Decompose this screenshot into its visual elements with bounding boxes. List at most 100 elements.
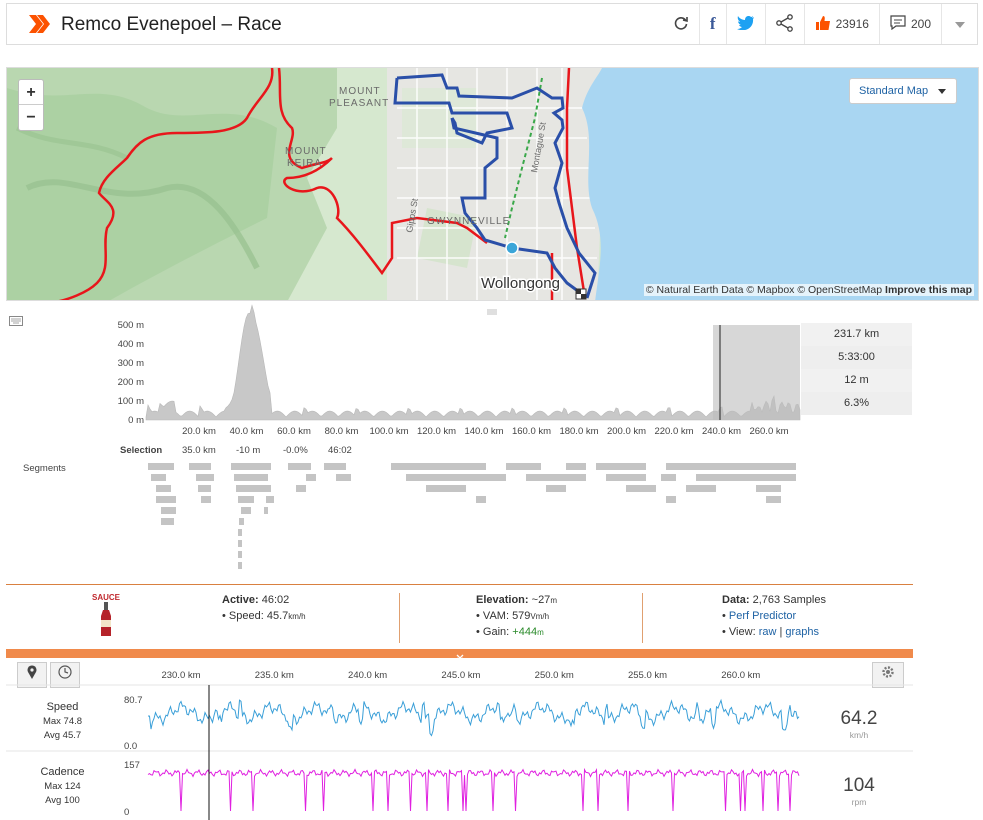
sauce-info-panel: SAUCE Active: 46:02 • Speed: 45.7km/h El… xyxy=(6,584,913,648)
segment-bar[interactable] xyxy=(566,463,586,470)
view-raw-link[interactable]: raw xyxy=(758,626,777,638)
elevation-x-tick: 160.0 km xyxy=(512,426,551,437)
segment-bar[interactable] xyxy=(391,463,486,470)
elevation-x-tick: 200.0 km xyxy=(607,426,646,437)
segment-bar[interactable] xyxy=(686,485,716,492)
stream-graph-canvas[interactable]: 230.0 km 235.0 km 240.0 km 245.0 km 250.0 km… xyxy=(6,658,913,820)
selection-range[interactable] xyxy=(713,325,800,420)
segment-bar[interactable] xyxy=(156,485,171,492)
segment-bar[interactable] xyxy=(238,562,242,569)
keyboard-icon[interactable] xyxy=(9,313,23,331)
share-button[interactable] xyxy=(764,4,804,44)
segment-bar[interactable] xyxy=(189,463,211,470)
comments-button[interactable]: 200 xyxy=(878,4,941,44)
segment-bar[interactable] xyxy=(324,463,346,470)
sauce-bottle-icon xyxy=(96,602,116,641)
segment-bar[interactable] xyxy=(526,474,586,481)
finish-flag-icon xyxy=(575,288,587,300)
segment-bar[interactable] xyxy=(239,518,244,525)
speed-current-value: 64.2 xyxy=(840,708,878,729)
label-mount-pleasant-1: MOUNT xyxy=(339,86,381,97)
label-gwynneville: GWYNNEVILLE xyxy=(427,216,510,227)
segment-bar[interactable] xyxy=(296,485,306,492)
time-axis-toggle[interactable] xyxy=(50,662,80,688)
segment-bar[interactable] xyxy=(241,507,251,514)
segment-bar[interactable] xyxy=(151,474,166,481)
segment-bar[interactable] xyxy=(596,463,646,470)
segment-bar[interactable] xyxy=(696,474,796,481)
segment-bar[interactable] xyxy=(666,463,796,470)
attribution-text: © Natural Earth Data © Mapbox © OpenStre… xyxy=(645,284,883,296)
label-mount-pleasant-2: PLEASANT xyxy=(329,98,389,109)
segment-bar[interactable] xyxy=(661,474,676,481)
elevation-x-tick: 120.0 km xyxy=(417,426,456,437)
facebook-icon: f xyxy=(709,14,716,33)
segment-bar[interactable] xyxy=(238,496,254,503)
segment-bar[interactable] xyxy=(426,485,466,492)
segment-bar[interactable] xyxy=(336,474,351,481)
selection-label: Selection xyxy=(120,445,162,456)
speed-row-label: Speed Max 74.8 Avg 45.7 xyxy=(6,701,119,741)
graph-x-tick: 235.0 km xyxy=(255,670,294,681)
segment-bar[interactable] xyxy=(156,496,176,503)
map-style-select[interactable]: Standard Map xyxy=(849,78,957,104)
segment-bar[interactable] xyxy=(148,463,174,470)
gain-label: Gain: xyxy=(482,626,510,638)
segment-bar[interactable] xyxy=(161,518,174,525)
segment-bar[interactable] xyxy=(231,463,271,470)
segment-bar[interactable] xyxy=(756,485,781,492)
double-chevron-down-icon xyxy=(456,649,464,667)
segment-bar[interactable] xyxy=(198,485,211,492)
segment-bar[interactable] xyxy=(288,463,311,470)
segment-bar[interactable] xyxy=(546,485,566,492)
elevation-chart[interactable]: 500 m 400 m 300 m 200 m 100 m 0 m 20.0 km 40.0… xyxy=(6,302,979,482)
elevation-x-tick: 260.0 km xyxy=(749,426,788,437)
kudos-button[interactable]: 23916 xyxy=(803,4,879,44)
speed-axis-bottom: 0.0 xyxy=(124,741,137,752)
gain-value: +444 xyxy=(512,626,538,638)
perf-predictor-link[interactable]: Perf Predictor xyxy=(728,610,797,622)
map-resize-handle[interactable] xyxy=(487,302,497,315)
graph-x-tick: 260.0 km xyxy=(721,670,760,681)
kudos-count: 23916 xyxy=(835,17,869,31)
segment-bar[interactable] xyxy=(626,485,656,492)
segments-chart[interactable] xyxy=(6,460,979,580)
elevation-y-tick: 500 m xyxy=(118,320,144,331)
segment-bar[interactable] xyxy=(201,496,211,503)
more-actions-dropdown[interactable] xyxy=(941,4,977,44)
segment-bar[interactable] xyxy=(236,485,271,492)
route-map[interactable]: MOUNT PLEASANT MOUNT KEIRA GWYNNEVILLE M… xyxy=(6,67,979,301)
map-pin-toggle[interactable] xyxy=(17,662,47,688)
elevation-x-tick: 20.0 km xyxy=(182,426,216,437)
segment-bar[interactable] xyxy=(238,540,242,547)
segment-bar[interactable] xyxy=(666,496,676,503)
segment-bar[interactable] xyxy=(266,496,274,503)
segment-bar[interactable] xyxy=(234,474,268,481)
segment-bar[interactable] xyxy=(606,474,646,481)
expand-bar[interactable] xyxy=(6,649,913,662)
segment-bar[interactable] xyxy=(476,496,486,503)
segment-bar[interactable] xyxy=(506,463,541,470)
speed-value: 45.7 xyxy=(266,610,289,622)
graph-settings-button[interactable] xyxy=(872,662,904,688)
elevation-x-tick: 240.0 km xyxy=(702,426,741,437)
twitter-share-button[interactable] xyxy=(725,4,765,44)
improve-map-link[interactable]: Improve this map xyxy=(885,284,972,296)
segment-bar[interactable] xyxy=(161,507,176,514)
segment-bar[interactable] xyxy=(306,474,316,481)
segment-bar[interactable] xyxy=(238,529,242,536)
segment-bar[interactable] xyxy=(196,474,214,481)
refresh-button[interactable] xyxy=(663,4,699,44)
segment-bar[interactable] xyxy=(264,507,268,514)
facebook-share-button[interactable]: f xyxy=(698,4,726,44)
segment-bar[interactable] xyxy=(238,551,242,558)
segment-bar[interactable] xyxy=(766,496,781,503)
zoom-out-button[interactable]: − xyxy=(26,109,36,126)
view-graphs-link[interactable]: graphs xyxy=(785,626,820,638)
cadence-current: 104 rpm xyxy=(806,775,912,807)
comment-count: 200 xyxy=(910,17,931,31)
caret-down-icon xyxy=(938,79,946,103)
zoom-in-button[interactable]: + xyxy=(19,80,43,105)
segment-bar[interactable] xyxy=(406,474,506,481)
thumbs-up-icon xyxy=(815,15,831,34)
